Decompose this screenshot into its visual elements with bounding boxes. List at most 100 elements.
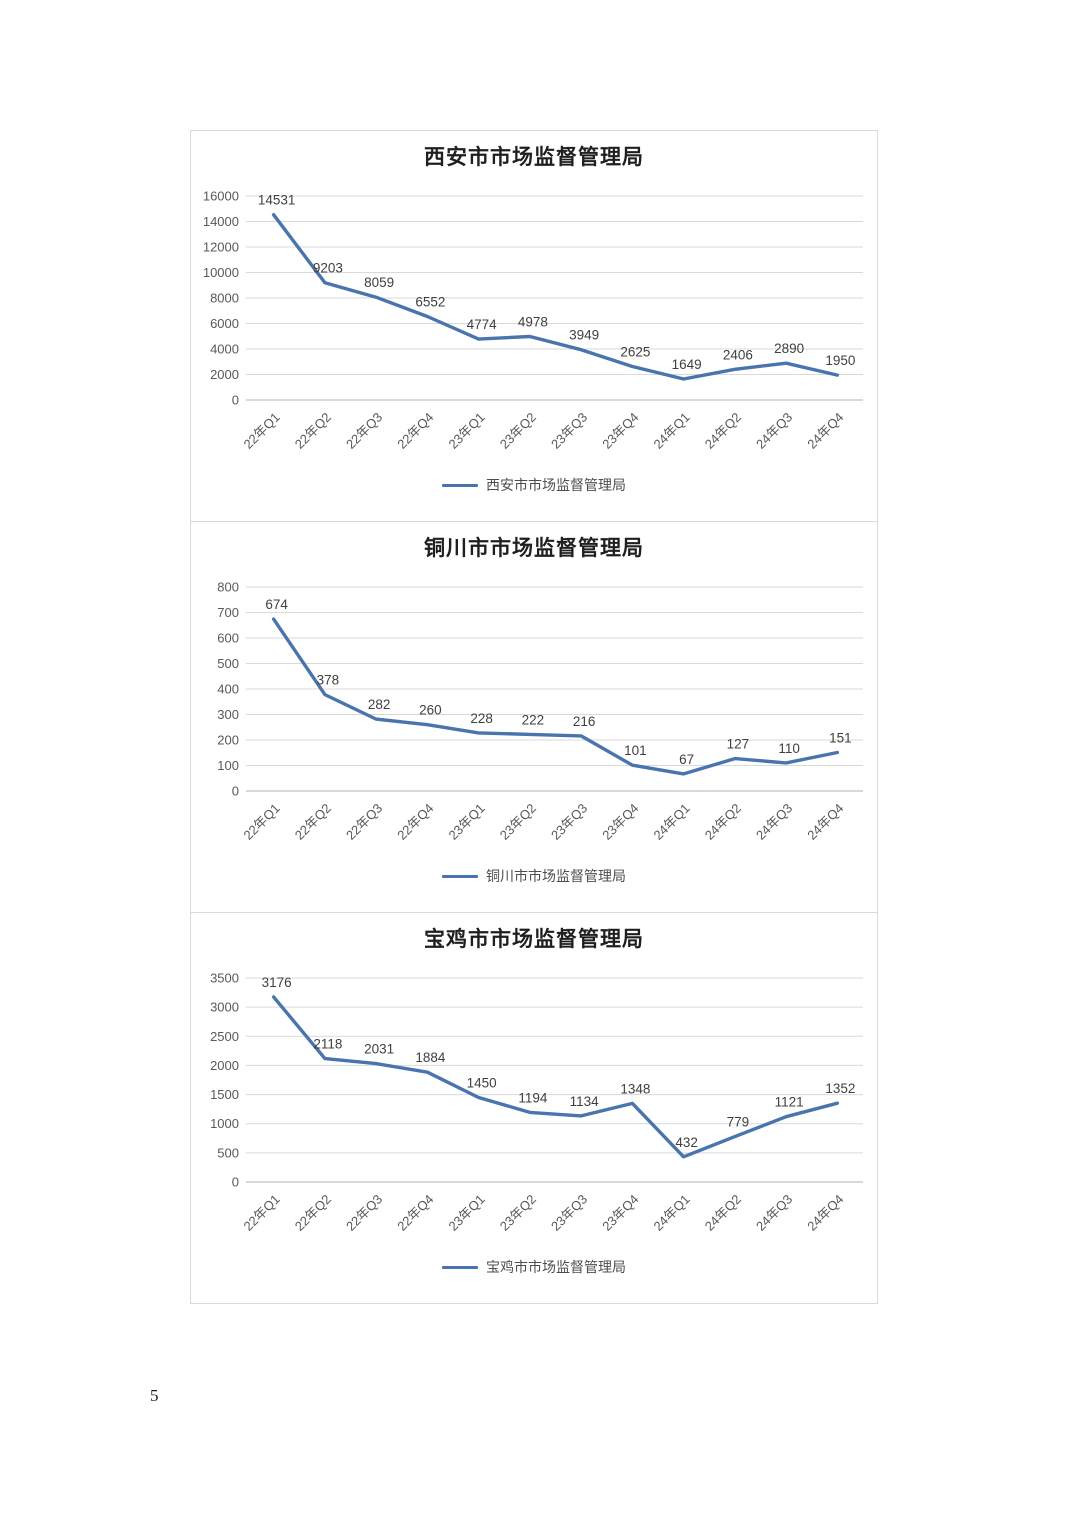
line-chart-canvas: 0 2000 4000 6000 8000 10000 12000 14000 16000 145… bbox=[203, 189, 863, 452]
data-label: 9203 bbox=[313, 261, 343, 276]
y-axis-tick-label: 700 bbox=[217, 605, 239, 620]
x-axis-tick-label: 23年Q4 bbox=[599, 1192, 641, 1234]
data-label: 1352 bbox=[825, 1081, 855, 1096]
data-label: 4978 bbox=[518, 315, 548, 330]
x-axis-tick-label: 23年Q1 bbox=[445, 801, 487, 843]
x-axis-tick-label: 22年Q2 bbox=[292, 1192, 334, 1234]
y-axis-tick-label: 1000 bbox=[210, 1116, 239, 1131]
y-axis-tick-label: 0 bbox=[232, 784, 239, 799]
x-axis-tick-label: 24年Q1 bbox=[650, 1192, 692, 1234]
x-axis-tick-label: 23年Q2 bbox=[497, 1192, 539, 1234]
x-axis-tick-label: 22年Q1 bbox=[240, 410, 282, 452]
data-label: 1950 bbox=[825, 353, 855, 368]
y-axis-tick-label: 16000 bbox=[203, 189, 239, 204]
data-label: 674 bbox=[265, 597, 288, 612]
data-label: 216 bbox=[573, 714, 596, 729]
x-axis-tick-label: 23年Q1 bbox=[445, 410, 487, 452]
x-axis-tick-label: 23年Q1 bbox=[445, 1192, 487, 1234]
x-axis-tick-label: 23年Q4 bbox=[599, 801, 641, 843]
series-line bbox=[271, 617, 840, 776]
y-axis-tick-label: 3500 bbox=[210, 971, 239, 986]
x-axis-tick-label: 24年Q4 bbox=[804, 1192, 846, 1234]
y-axis-tick-label: 0 bbox=[232, 1175, 239, 1190]
y-axis-tick-label: 2000 bbox=[210, 1058, 239, 1073]
chart-title: 铜川市市场监督管理局 bbox=[424, 537, 644, 560]
line-chart-canvas: 0 100 200 300 400 500 600 700 800 674 378 282 260 228… bbox=[217, 580, 863, 843]
x-axis-tick-label: 24年Q1 bbox=[650, 801, 692, 843]
y-axis-tick-label: 2000 bbox=[210, 367, 239, 382]
data-label: 378 bbox=[317, 673, 340, 688]
data-label: 8059 bbox=[364, 275, 394, 290]
data-label: 6552 bbox=[415, 294, 445, 309]
x-axis-tick-label: 22年Q3 bbox=[343, 1192, 385, 1234]
data-label: 1649 bbox=[672, 357, 702, 372]
x-axis-tick-label: 22年Q3 bbox=[343, 410, 385, 452]
data-label: 222 bbox=[522, 712, 545, 727]
x-axis-tick-label: 23年Q3 bbox=[548, 410, 590, 452]
data-label: 2625 bbox=[620, 345, 650, 360]
charts-stack: 西安市市场监督管理局 0 2000 4000 6000 8000 10000 12000 14… bbox=[190, 130, 878, 1304]
page-number: 5 bbox=[150, 1386, 159, 1405]
data-label: 432 bbox=[675, 1135, 698, 1150]
x-axis-tick-label: 22年Q1 bbox=[240, 1192, 282, 1234]
x-axis-tick-label: 24年Q2 bbox=[702, 1192, 744, 1234]
x-axis-tick-label: 22年Q2 bbox=[292, 410, 334, 452]
y-axis-tick-label: 800 bbox=[217, 580, 239, 595]
x-axis-tick-label: 24年Q4 bbox=[804, 410, 846, 452]
x-axis-tick-label: 23年Q3 bbox=[548, 801, 590, 843]
data-label: 2890 bbox=[774, 341, 804, 356]
y-axis-tick-label: 100 bbox=[217, 758, 239, 773]
y-axis-tick-label: 600 bbox=[217, 631, 239, 646]
x-axis-tick-label: 23年Q2 bbox=[497, 801, 539, 843]
chart-legend: 西安市市场监督管理局 bbox=[442, 475, 626, 495]
x-axis-tick-label: 24年Q2 bbox=[702, 410, 744, 452]
x-axis-tick-label: 22年Q2 bbox=[292, 801, 334, 843]
y-axis-tick-label: 12000 bbox=[203, 240, 239, 255]
x-axis-tick-label: 23年Q2 bbox=[497, 410, 539, 452]
data-label: 110 bbox=[778, 741, 800, 756]
chart-xian: 西安市市场监督管理局 0 2000 4000 6000 8000 10000 12000 14… bbox=[190, 130, 878, 522]
x-axis-tick-label: 24年Q3 bbox=[753, 1192, 795, 1234]
y-axis-tick-label: 6000 bbox=[210, 316, 239, 331]
data-label: 228 bbox=[470, 711, 493, 726]
data-label: 2031 bbox=[364, 1042, 394, 1057]
x-axis-tick-label: 24年Q4 bbox=[804, 801, 846, 843]
x-axis-tick-label: 22年Q4 bbox=[394, 410, 436, 452]
data-label: 1348 bbox=[620, 1081, 650, 1096]
x-axis-tick-label: 24年Q3 bbox=[753, 801, 795, 843]
data-label: 779 bbox=[727, 1115, 750, 1130]
y-axis-tick-label: 14000 bbox=[203, 214, 239, 229]
x-axis-tick-label: 22年Q4 bbox=[394, 1192, 436, 1234]
data-label: 127 bbox=[727, 737, 750, 752]
x-axis-tick-label: 24年Q1 bbox=[650, 410, 692, 452]
chart-tongchuan: 铜川市市场监督管理局 0 100 200 300 400 500 600 700 800 674 3… bbox=[190, 521, 878, 913]
x-axis-tick-label: 24年Q2 bbox=[702, 801, 744, 843]
chart-title: 西安市市场监督管理局 bbox=[424, 146, 644, 169]
data-label: 67 bbox=[679, 752, 694, 767]
data-label: 1134 bbox=[570, 1094, 600, 1109]
data-label: 14531 bbox=[258, 193, 296, 208]
data-label: 3949 bbox=[569, 328, 599, 343]
y-axis-tick-label: 300 bbox=[217, 707, 239, 722]
series-line bbox=[271, 995, 840, 1159]
chart-legend: 铜川市市场监督管理局 bbox=[442, 866, 626, 886]
y-axis-tick-label: 0 bbox=[232, 393, 239, 408]
data-label: 151 bbox=[829, 730, 852, 745]
y-axis-tick-label: 1500 bbox=[210, 1087, 239, 1102]
legend-label: 西安市市场监督管理局 bbox=[486, 477, 626, 493]
y-axis-tick-label: 3000 bbox=[210, 1000, 239, 1015]
legend-label: 铜川市市场监督管理局 bbox=[486, 868, 626, 884]
data-label: 2406 bbox=[723, 347, 753, 362]
y-axis-tick-label: 200 bbox=[217, 733, 239, 748]
data-label: 101 bbox=[624, 743, 647, 758]
legend-label: 宝鸡市市场监督管理局 bbox=[486, 1259, 626, 1275]
data-label: 282 bbox=[368, 697, 391, 712]
data-label: 4774 bbox=[467, 317, 498, 332]
x-axis-tick-label: 24年Q3 bbox=[753, 410, 795, 452]
y-axis-tick-label: 4000 bbox=[210, 342, 239, 357]
x-axis-tick-label: 22年Q4 bbox=[394, 801, 436, 843]
y-axis-tick-label: 500 bbox=[217, 656, 239, 671]
x-axis-tick-label: 23年Q3 bbox=[548, 1192, 590, 1234]
legend-line-swatch-icon bbox=[442, 874, 478, 878]
